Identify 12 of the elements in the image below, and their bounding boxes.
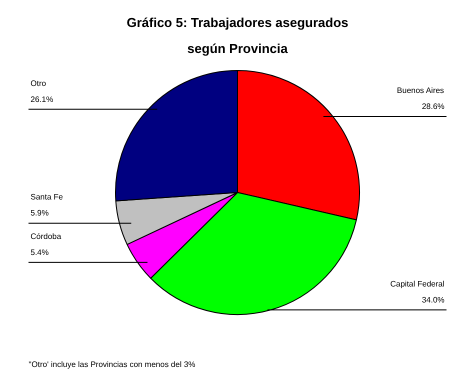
data-label: 5.9% [30, 208, 49, 218]
slice-label: Otro [30, 78, 47, 88]
data-label: 28.6% [422, 102, 445, 112]
slice-label: Buenos Aires [396, 86, 444, 96]
slice-label: Capital Federal [390, 279, 445, 288]
chart-title: Gráfico 5: Trabajadores asegurados según Provincia [126, 15, 348, 56]
slice-label: Santa Fe [30, 192, 64, 202]
slice-label: Córdoba [30, 232, 62, 241]
data-label: 26.1% [30, 94, 54, 104]
data-label: 5.4% [30, 248, 49, 257]
data-label: 34.0% [422, 295, 445, 304]
text: ''Otro' incluye las Provincias con menos del 3% [28, 360, 196, 369]
